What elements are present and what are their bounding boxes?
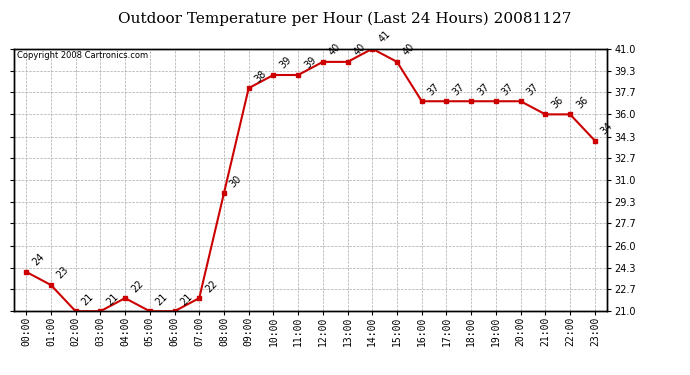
Text: 37: 37 bbox=[451, 81, 466, 97]
Text: Copyright 2008 Cartronics.com: Copyright 2008 Cartronics.com bbox=[17, 51, 148, 60]
Text: 30: 30 bbox=[228, 173, 244, 189]
Text: 40: 40 bbox=[352, 42, 368, 58]
Text: 34: 34 bbox=[599, 121, 615, 136]
Text: 40: 40 bbox=[327, 42, 343, 58]
Text: 39: 39 bbox=[302, 55, 318, 71]
Text: 37: 37 bbox=[525, 81, 541, 97]
Text: 21: 21 bbox=[179, 291, 195, 307]
Text: 37: 37 bbox=[500, 81, 516, 97]
Text: 23: 23 bbox=[55, 265, 71, 281]
Text: 36: 36 bbox=[574, 94, 590, 110]
Text: 24: 24 bbox=[30, 252, 46, 268]
Text: 36: 36 bbox=[549, 94, 565, 110]
Text: 22: 22 bbox=[129, 278, 145, 294]
Text: 37: 37 bbox=[426, 81, 442, 97]
Text: 21: 21 bbox=[104, 291, 120, 307]
Text: 41: 41 bbox=[377, 29, 392, 45]
Text: 37: 37 bbox=[475, 81, 491, 97]
Text: 22: 22 bbox=[204, 278, 219, 294]
Text: 38: 38 bbox=[253, 68, 268, 84]
Text: 21: 21 bbox=[80, 291, 96, 307]
Text: 21: 21 bbox=[154, 291, 170, 307]
Text: 39: 39 bbox=[277, 55, 293, 71]
Text: Outdoor Temperature per Hour (Last 24 Hours) 20081127: Outdoor Temperature per Hour (Last 24 Ho… bbox=[118, 11, 572, 26]
Text: 40: 40 bbox=[401, 42, 417, 58]
